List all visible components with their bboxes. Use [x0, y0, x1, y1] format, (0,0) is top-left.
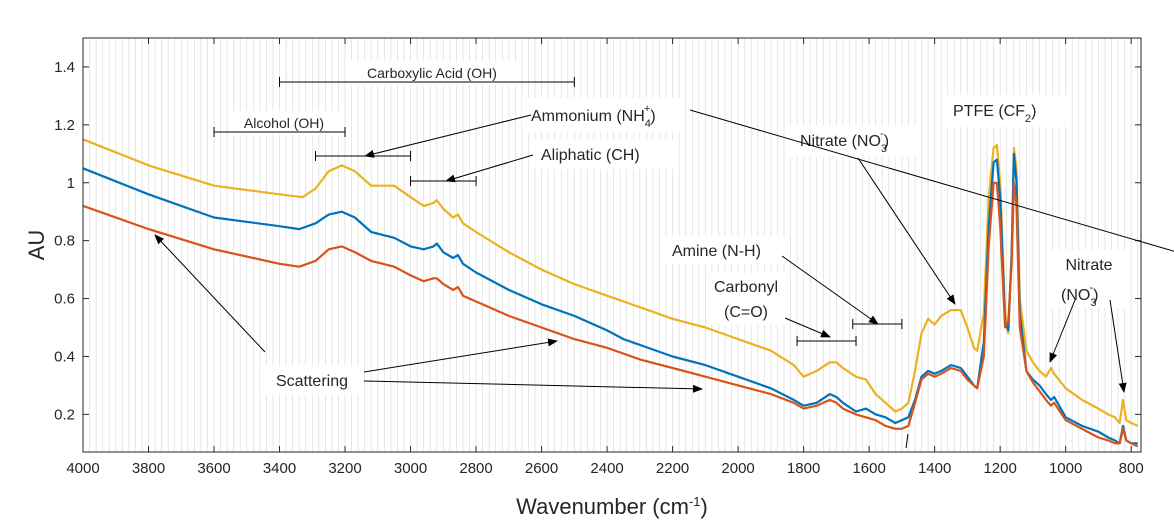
carbonyl-arrow: [784, 317, 831, 338]
scattering-arrow-2: [363, 338, 558, 373]
x-axis-title: Wavenumber (cm-1): [516, 494, 708, 519]
nitrate2-arrow-2: [1109, 299, 1127, 393]
x-tick-label: 2400: [590, 460, 623, 477]
x-tick-label: 1400: [918, 460, 951, 477]
ticks: 4000 3800 3600 3400 3200 3000 2800 2600 2400 2200…: [54, 38, 1144, 477]
y-tick-label: 0.8: [54, 233, 75, 250]
grid: [82, 38, 1139, 452]
amine-label: Amine (N-H): [672, 243, 761, 260]
carboxylic-label-bg: [347, 61, 519, 85]
nitrate-label: Nitrate (NO3-): [800, 128, 889, 155]
aliphatic-label: Aliphatic (CH): [541, 147, 640, 164]
x-tick-label: 1000: [1049, 460, 1082, 477]
annotations: Carboxylic Acid (OH) Alcohol (OH) Ammoni…: [154, 61, 1174, 449]
scattering-arrow-1: [154, 234, 266, 353]
x-tick-label: 3000: [394, 460, 427, 477]
y-tick-label: 0.2: [54, 406, 75, 423]
nitrate-arrow: [857, 157, 956, 305]
ptfe-label: PTFE (CF2): [953, 103, 1036, 125]
ptfe-label-bg: [944, 95, 1068, 127]
amine-arrow: [781, 255, 879, 325]
x-tick-label: 2200: [656, 460, 689, 477]
y-axis-title: AU: [24, 230, 49, 261]
x-tick-label: 3400: [263, 460, 296, 477]
series-group: [82, 138, 1139, 448]
alcohol-label: Alcohol (OH): [244, 115, 324, 131]
ammonium-label: Ammonium (NH4+): [531, 103, 656, 130]
carbonyl-label-bg: [706, 273, 788, 325]
amine-label-bg: [664, 236, 786, 264]
x-tick-label: 2800: [459, 460, 492, 477]
x-tick-label: 3800: [132, 460, 165, 477]
x-tick-label: 1600: [852, 460, 885, 477]
aliphatic-arrow: [445, 154, 534, 183]
nitrate2-label-line2: (NO3-): [1061, 282, 1098, 309]
series-line-1: [82, 138, 1139, 427]
scattering-label: Scattering: [276, 373, 348, 390]
aliphatic-label-bg: [533, 139, 673, 169]
axes-box: [82, 37, 1142, 453]
x-tick-label: 3200: [328, 460, 361, 477]
y-tick-label: 0.4: [54, 348, 75, 365]
arrow-lines: [154, 109, 1174, 449]
nitrate2-label-line1: Nitrate: [1065, 257, 1112, 274]
scattering-label-bg: [260, 365, 364, 395]
x-tick-label: 1800: [787, 460, 820, 477]
alcohol-label-bg: [228, 111, 341, 135]
scattering-arrow-3: [363, 380, 703, 393]
x-tick-label: 1200: [983, 460, 1016, 477]
small-tick-marker: [905, 433, 909, 449]
series-line-2: [82, 152, 1138, 445]
carbonyl-label-line2: (C=O): [724, 304, 768, 321]
brackets: [213, 77, 903, 346]
carboxylic-acid-label: Carboxylic Acid (OH): [367, 65, 497, 81]
x-tick-label: 800: [1119, 460, 1144, 477]
ammonium-nitrate-line: [689, 109, 1174, 252]
y-tick-label: 0.6: [54, 291, 75, 308]
ammonium-arrow: [364, 114, 532, 158]
y-tick-label: 1.2: [54, 117, 75, 134]
x-tick-label: 2600: [525, 460, 558, 477]
y-tick-label: 1.4: [54, 59, 75, 76]
x-tick-label: 2000: [721, 460, 754, 477]
y-tick-label: 1: [67, 175, 75, 192]
x-tick-label: 3600: [197, 460, 230, 477]
carbonyl-label-line1: Carbonyl: [714, 279, 778, 296]
nitrate-label-bg: [790, 125, 920, 157]
x-tick-label: 4000: [66, 460, 99, 477]
series-line-3: [82, 181, 1139, 448]
nitrate2-label-bg: [1052, 250, 1126, 308]
nitrate2-arrow-1: [1049, 299, 1076, 363]
ammonium-label-bg: [522, 98, 680, 132]
